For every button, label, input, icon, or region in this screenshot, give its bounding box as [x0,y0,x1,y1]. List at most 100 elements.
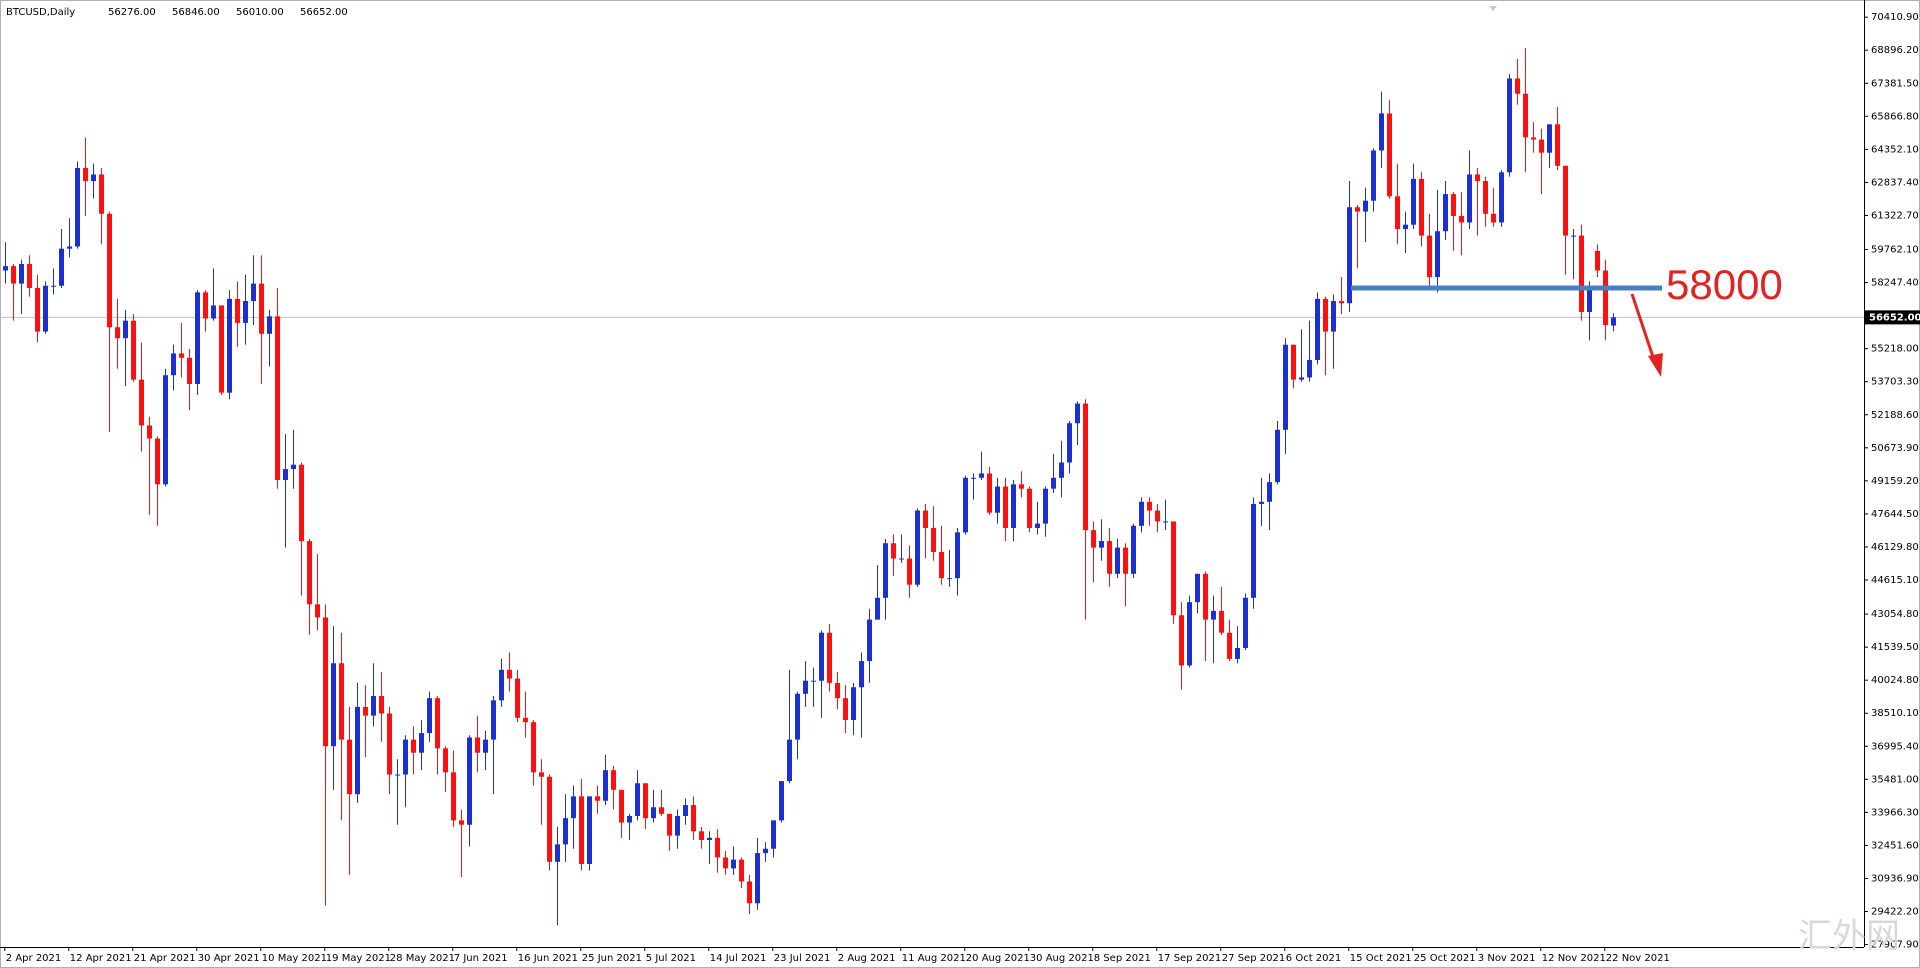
candle-body [459,820,464,825]
candle-body [683,805,688,816]
candle-body [867,619,872,662]
x-tick-label: 3 Nov 2021 [1478,953,1536,964]
candle-body [1443,194,1448,232]
y-tick-label: 43054.80 [1871,609,1919,620]
candle-body [283,469,288,480]
x-tick-label: 25 Jun 2021 [582,953,642,964]
y-tick-label: 65866.80 [1871,111,1919,122]
candle-body [1243,597,1248,648]
y-tick-label: 62837.40 [1871,177,1919,188]
candle-body [1435,231,1440,278]
candle-body [1011,484,1016,528]
x-tick-label: 21 Apr 2021 [134,953,196,964]
x-tick-label: 8 Sep 2021 [1094,953,1151,964]
candle-body [1579,235,1584,312]
candle-body [899,558,904,560]
candle-body [1155,510,1160,522]
candle-body [1283,344,1288,430]
y-tick-label: 59762.10 [1871,245,1919,256]
candle-body [1091,530,1096,548]
x-tick-label: 2 Aug 2021 [838,953,896,964]
candle-body [99,174,104,214]
candle-body [987,473,992,513]
x-tick-label: 14 Jul 2021 [710,953,767,964]
candle-body [451,772,456,821]
candle-body [659,807,664,814]
candle-body [1291,344,1296,380]
candle-body [715,837,720,858]
candle-body [1299,377,1304,380]
candle-body [323,617,328,747]
candle-body [1123,547,1128,574]
candle-body [267,316,272,334]
x-tick-label: 15 Oct 2021 [1350,953,1412,964]
candle-body [611,770,616,790]
candle-body [1539,139,1544,153]
y-tick-label: 35481.00 [1871,774,1919,785]
candle-body [1451,194,1456,216]
candle-body [1395,196,1400,230]
candle-body [1603,270,1608,326]
header-value: 56276.00 [108,7,156,18]
candle-body [291,464,296,470]
candle-body [1187,602,1192,666]
candle-body [355,706,360,795]
y-tick-label: 67381.50 [1871,78,1919,89]
candle-body [1059,462,1064,478]
candle-body [387,713,392,775]
candle-body [27,263,32,288]
candle-body [11,266,16,284]
candle-body [699,831,704,840]
candle-body [475,737,480,753]
candle-body [883,543,888,598]
candle-body [747,881,752,904]
candle-body [131,320,136,380]
y-tick-label: 32451.60 [1871,840,1919,851]
x-tick-label: 20 Aug 2021 [966,953,1030,964]
candle-body [1347,207,1352,304]
x-tick-label: 22 Nov 2021 [1606,953,1670,964]
y-tick-label: 33966.30 [1871,807,1919,818]
candle-body [331,663,336,747]
y-tick-label: 52188.60 [1871,410,1919,421]
x-tick-label: 30 Apr 2021 [198,953,260,964]
y-tick-label: 58247.40 [1871,278,1919,289]
y-tick-label: 36995.40 [1871,741,1919,752]
candle-body [1475,174,1480,182]
x-tick-label: 6 Oct 2021 [1286,953,1341,964]
x-tick-label: 16 Jun 2021 [518,953,578,964]
candle-body [691,805,696,832]
candle-body [779,781,784,821]
candle-body [227,298,232,393]
current-price-box [1865,310,1920,325]
header-value: 56846.00 [172,7,220,18]
candle-body [91,174,96,182]
candle-body [1219,610,1224,633]
candle-body [363,706,368,716]
candle-body [835,682,840,699]
y-tick-label: 46129.80 [1871,542,1919,553]
x-tick-label: 5 Jul 2021 [646,953,696,964]
candle-body [643,783,648,819]
candle-body [627,815,632,823]
candle-body [939,551,944,579]
y-tick-label: 70410.90 [1871,12,1919,23]
candle-body [1411,178,1416,225]
candle-body [1507,78,1512,173]
candle-body [1235,647,1240,659]
candle-body [579,796,584,864]
candle-body [827,632,832,683]
candle-body [907,558,912,585]
candle-body [891,543,896,559]
candle-body [507,669,512,679]
candle-body [275,316,280,480]
candle-body [675,815,680,836]
candle-body [1363,200,1368,212]
candle-body [435,698,440,749]
candle-body [531,722,536,773]
candle-body [1387,113,1392,197]
y-tick-label: 27907.90 [1871,940,1919,951]
candle-body [115,327,120,339]
candle-body [1571,235,1576,237]
